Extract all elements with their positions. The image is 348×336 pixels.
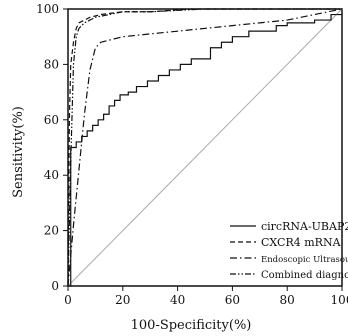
series-line-4 [67, 8, 342, 287]
legend-label: CXCR4 mRNA [261, 236, 342, 249]
x-axis-ticks: 0 20 40 60 80 100 [64, 286, 348, 307]
legend: circRNA-UBAP2 CXCR4 mRNA Endoscopic Ultras… [230, 220, 348, 281]
legend-label: Endoscopic Ultrasound [261, 255, 348, 265]
legend-label: circRNA-UBAP2 [261, 220, 348, 233]
x-tick-label: 60 [225, 293, 240, 307]
x-axis-label: 100-Specificity(%) [131, 318, 252, 333]
x-tick-label: 20 [115, 293, 130, 307]
y-tick-label: 20 [44, 224, 59, 238]
y-axis-ticks: 0 20 40 60 80 100 [36, 2, 68, 293]
reference-diagonal-layer [67, 8, 343, 287]
x-tick-label: 80 [280, 293, 295, 307]
y-tick-label: 100 [36, 2, 59, 16]
series-layer [67, 8, 343, 287]
x-tick-label: 40 [170, 293, 185, 307]
series-line-1 [68, 13, 342, 287]
y-tick-label: 80 [44, 57, 59, 71]
y-tick-label: 0 [51, 279, 59, 293]
series-line-2 [67, 8, 342, 287]
x-tick-label: 100 [331, 293, 348, 307]
legend-label: Combined diagnosis [261, 270, 348, 281]
y-tick-label: 40 [44, 168, 59, 182]
series-line-3 [67, 8, 343, 287]
y-axis-label: Sensitivity(%) [11, 106, 26, 198]
reference-diagonal [67, 8, 343, 287]
x-tick-label: 0 [64, 293, 72, 307]
y-tick-label: 60 [44, 113, 59, 127]
